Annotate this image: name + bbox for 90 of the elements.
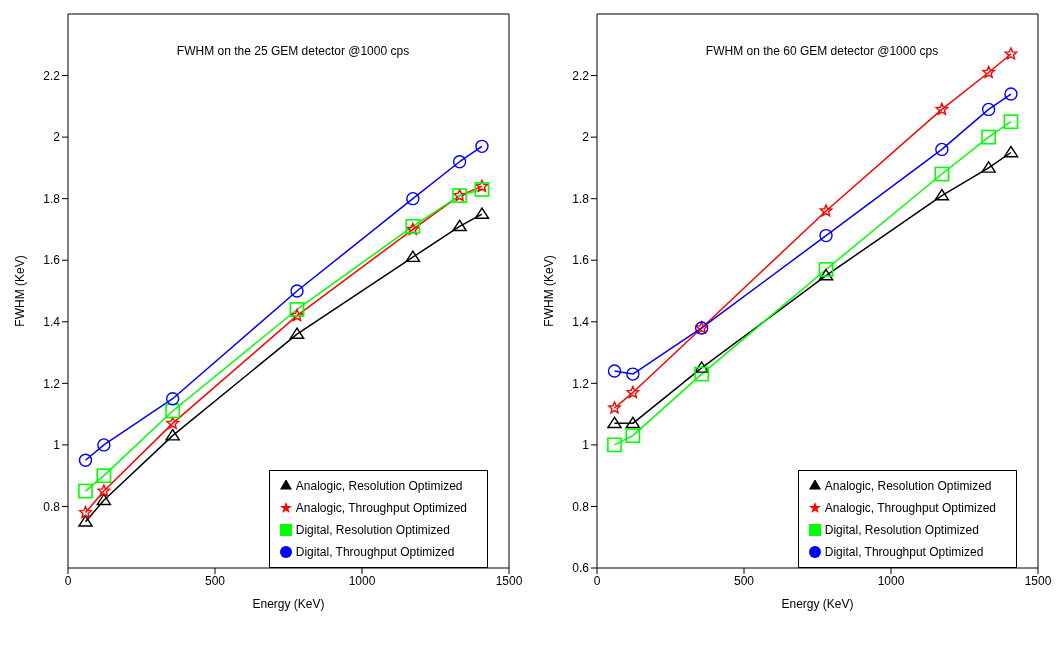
point bbox=[694, 361, 709, 373]
legend-label: Analogic, Resolution Optimized bbox=[824, 479, 992, 493]
legend-label: Digital, Resolution Optimized bbox=[824, 523, 979, 537]
point bbox=[608, 401, 621, 414]
point bbox=[694, 366, 710, 382]
y-tick-label: 1.8 bbox=[572, 191, 590, 206]
y-tick-label: 0.8 bbox=[572, 499, 590, 514]
point bbox=[1004, 47, 1018, 60]
y-tick-label: 2 bbox=[53, 130, 61, 145]
x-axis-title: Energy (KeV) bbox=[781, 597, 854, 611]
y-tick-label: 0.6 bbox=[572, 561, 590, 576]
point bbox=[166, 416, 180, 429]
point bbox=[78, 515, 93, 527]
y-axis-title: FWHM (KeV) bbox=[13, 255, 28, 327]
point bbox=[452, 155, 467, 169]
point bbox=[474, 207, 490, 219]
point bbox=[78, 453, 93, 467]
y-tick-label: 1.6 bbox=[572, 253, 590, 268]
y-tick-label: 1.2 bbox=[43, 376, 61, 391]
text: FWHM on the 25 GEM detector @1000 cps bbox=[175, 44, 411, 58]
point bbox=[819, 204, 833, 217]
y-tick-label: 2.2 bbox=[43, 68, 61, 83]
point bbox=[981, 102, 996, 117]
point bbox=[934, 166, 950, 182]
point bbox=[607, 416, 622, 429]
y-tick-label: 2.2 bbox=[572, 68, 590, 83]
x-axis-title: Energy (KeV) bbox=[252, 597, 325, 611]
legend-label: Digital, Throughput Optimized bbox=[824, 545, 984, 559]
y-tick-label: 1 bbox=[53, 438, 61, 453]
y-tick-label: 1.8 bbox=[43, 191, 61, 206]
y-tick-label: 2 bbox=[582, 130, 590, 145]
point bbox=[1004, 87, 1018, 101]
x-tick-label: 1500 bbox=[1024, 573, 1052, 588]
point bbox=[818, 268, 834, 281]
point bbox=[165, 403, 181, 419]
point bbox=[79, 505, 92, 519]
point bbox=[452, 219, 467, 232]
point bbox=[1003, 114, 1019, 130]
point bbox=[982, 65, 996, 79]
x-tick-label: 500 bbox=[204, 573, 226, 588]
y-tick-label: 1.2 bbox=[572, 376, 590, 391]
point bbox=[934, 188, 950, 201]
y-tick-label: 0.8 bbox=[43, 499, 61, 514]
point bbox=[290, 308, 304, 322]
point bbox=[474, 182, 490, 197]
y-tick-label: 1.4 bbox=[43, 315, 61, 330]
point bbox=[981, 161, 996, 173]
point bbox=[96, 468, 112, 484]
point bbox=[289, 302, 305, 317]
point bbox=[475, 179, 489, 192]
point bbox=[626, 367, 640, 381]
point bbox=[406, 222, 420, 235]
x-tick-label: 500 bbox=[733, 573, 755, 588]
y-tick-label: 1.6 bbox=[43, 253, 61, 268]
point bbox=[165, 392, 180, 406]
legend-label: Analogic, Throughput Optimized bbox=[295, 501, 467, 515]
x-tick-label: 0 bbox=[593, 573, 601, 588]
point bbox=[405, 250, 421, 263]
x-tick-label: 0 bbox=[64, 573, 72, 588]
point bbox=[97, 438, 111, 452]
point bbox=[935, 102, 949, 115]
point bbox=[625, 428, 641, 444]
point bbox=[626, 385, 640, 399]
point bbox=[625, 416, 641, 429]
point bbox=[290, 284, 304, 298]
legend-label: Digital, Resolution Optimized bbox=[295, 523, 450, 537]
point bbox=[78, 483, 93, 499]
point bbox=[406, 191, 420, 206]
point bbox=[1003, 145, 1019, 158]
y-tick-label: 1 bbox=[582, 438, 590, 453]
x-tick-label: 1000 bbox=[348, 573, 376, 588]
legend-label: Analogic, Resolution Optimized bbox=[295, 479, 463, 493]
point bbox=[607, 437, 622, 453]
point bbox=[97, 484, 111, 497]
x-tick-label: 1000 bbox=[877, 573, 905, 588]
point bbox=[289, 327, 305, 339]
y-tick-label: 1.4 bbox=[572, 315, 590, 330]
x-tick-label: 1500 bbox=[495, 573, 523, 588]
point bbox=[935, 142, 949, 157]
point bbox=[819, 228, 833, 243]
point bbox=[818, 262, 834, 277]
legend-label: Analogic, Throughput Optimized bbox=[824, 501, 996, 515]
legend-label: Digital, Throughput Optimized bbox=[295, 545, 455, 559]
point bbox=[96, 493, 112, 506]
text: FWHM on the 60 GEM detector @1000 cps bbox=[704, 44, 940, 58]
point bbox=[475, 139, 489, 154]
point bbox=[165, 428, 180, 441]
point bbox=[981, 129, 997, 145]
y-axis-title: FWHM (KeV) bbox=[542, 255, 557, 327]
point bbox=[607, 364, 622, 378]
